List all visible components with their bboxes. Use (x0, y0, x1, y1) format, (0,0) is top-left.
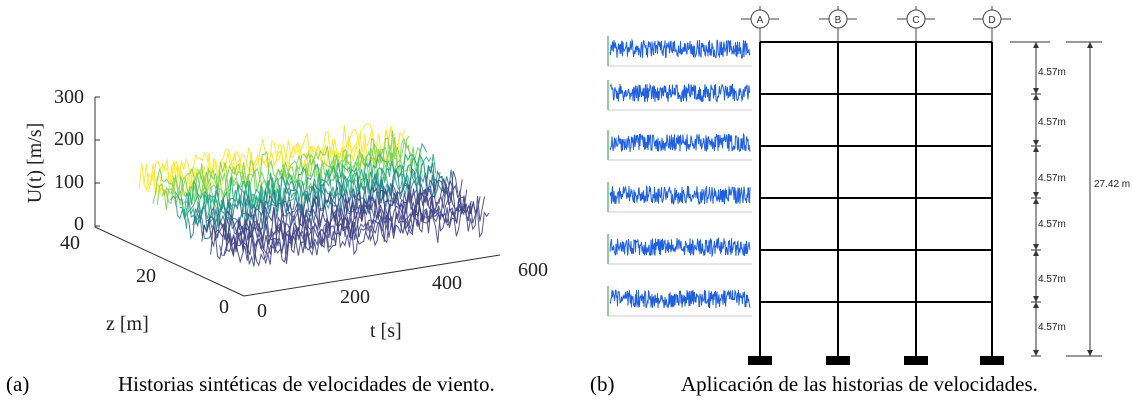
x-axis-line (243, 254, 501, 297)
axis-marker-a: A (741, 6, 779, 42)
x-axis-label: t [s] (370, 320, 402, 342)
caption-a-text: Historias sintéticas de velocidades de v… (118, 372, 495, 396)
z-tick-label: 100 (54, 171, 84, 193)
z-tick-label: 200 (54, 128, 84, 150)
z-ticks: 300 200 100 0 (54, 86, 84, 235)
x-tick-label: 400 (432, 272, 462, 294)
z-axis-label: U(t) [m/s] (24, 123, 46, 204)
dimension-lines (1010, 41, 1102, 357)
axis-label-c: C (912, 15, 919, 26)
axis-markers: A B C D (741, 6, 1011, 42)
z-tick-label: 0 (74, 213, 84, 235)
support-d (980, 356, 1004, 365)
velocity-trace (228, 195, 485, 267)
story-height-label: 4.57m (1038, 274, 1066, 285)
z-tick-label: 300 (54, 86, 84, 108)
y-ticks: 40 20 0 (60, 232, 229, 318)
x-tick-label: 200 (340, 286, 370, 308)
wind-signal-plot (607, 130, 752, 161)
total-height-label: 27.42 m (1094, 179, 1130, 190)
caption-a-letter: (a) (6, 372, 30, 396)
velocity-trace (219, 191, 477, 256)
velocity-trace (232, 202, 490, 267)
wind-signal-plots (607, 36, 752, 317)
frame-beams (760, 41, 992, 303)
axis-marker-d: D (973, 6, 1011, 42)
caption-b-letter: (b) (590, 372, 615, 396)
axis-label-a: A (757, 15, 764, 26)
story-height-label: 4.57m (1038, 219, 1066, 230)
y-tick-label: 40 (60, 232, 80, 254)
story-height-labels: 4.57m 4.57m 4.57m 4.57m 4.57m 4.57m (1038, 67, 1066, 333)
velocity-trace (165, 146, 423, 211)
wind-signal-plot (607, 234, 752, 265)
wind-signal-plot (607, 182, 752, 213)
caption-b-text: Aplicación de las historias de velocidad… (681, 372, 1038, 396)
x-tick-label: 0 (257, 300, 267, 322)
y-tick-label: 20 (136, 265, 156, 287)
velocity-trace (170, 142, 428, 220)
story-height-label: 4.57m (1038, 173, 1066, 184)
frame-diagram: A B C D (607, 6, 1130, 365)
support-c (904, 356, 928, 365)
story-height-label: 4.57m (1038, 322, 1066, 333)
x-ticks: 0 200 400 600 (257, 259, 548, 322)
wind-signal-plot (607, 36, 752, 67)
axis-marker-c: C (897, 6, 935, 42)
y-tick-label: 0 (219, 296, 229, 318)
velocity-trace (174, 154, 432, 223)
velocity-trace (223, 195, 481, 260)
x-tick-label: 600 (518, 259, 548, 281)
axis-label-b: B (835, 15, 842, 26)
velocity-surface (139, 123, 490, 267)
axis-label-d: D (988, 15, 995, 26)
story-height-label: 4.57m (1038, 117, 1066, 128)
story-height-label: 4.57m (1038, 67, 1066, 78)
velocity-trace (143, 128, 401, 196)
fixed-supports (748, 356, 1004, 365)
wind-velocity-3d-plot: 300 200 100 0 40 20 0 0 200 400 600 U(t)… (24, 86, 548, 342)
wind-signal-plot (607, 286, 752, 317)
y-axis-line (94, 226, 245, 297)
support-a (748, 356, 772, 365)
axis-marker-b: B (819, 6, 857, 42)
velocity-trace (192, 176, 450, 236)
wind-signal-plot (607, 80, 752, 111)
support-b (826, 356, 850, 365)
y-axis-label: z [m] (106, 313, 149, 335)
